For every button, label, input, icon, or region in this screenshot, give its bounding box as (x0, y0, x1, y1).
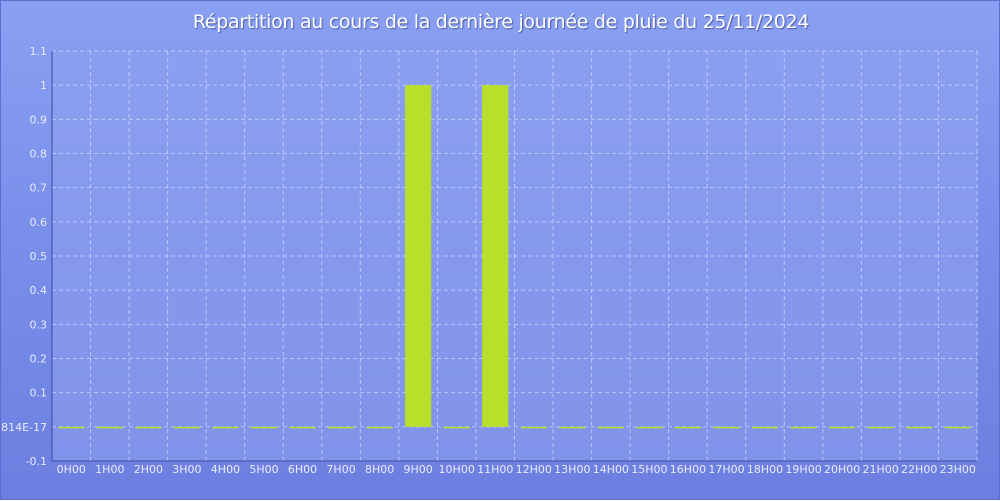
y-tick-label: 1.1 (30, 45, 48, 58)
bar (674, 426, 702, 429)
y-tick-label: 1.3877787807814E-17 (1, 421, 47, 434)
bar (327, 426, 355, 429)
bar (597, 426, 624, 429)
x-tick-label: 0H00 (57, 463, 86, 476)
x-tick-label: 9H00 (404, 463, 433, 476)
y-tick-label: 0.1 (30, 387, 48, 400)
bar (289, 426, 316, 429)
y-tick-label: 0.9 (30, 113, 48, 126)
x-tick-label: 17H00 (708, 463, 744, 476)
bar (482, 85, 509, 427)
x-tick-label: 22H00 (901, 463, 937, 476)
bar (790, 426, 817, 429)
y-tick-label: 0.5 (30, 250, 48, 263)
y-tick-label: 0.7 (30, 182, 48, 195)
x-tick-label: 4H00 (211, 463, 240, 476)
x-tick-label: 21H00 (863, 463, 899, 476)
bar (135, 426, 162, 429)
bar (944, 426, 971, 429)
x-tick-label: 15H00 (631, 463, 667, 476)
bar (559, 426, 586, 429)
x-tick-label: 1H00 (95, 463, 124, 476)
x-tick-label: 12H00 (516, 463, 552, 476)
x-tick-label: 3H00 (172, 463, 201, 476)
bar (58, 426, 85, 429)
x-tick-label: 23H00 (940, 463, 976, 476)
x-tick-label: 20H00 (824, 463, 860, 476)
x-tick-label: 19H00 (785, 463, 821, 476)
y-tick-label: 0.2 (30, 353, 48, 366)
x-tick-label: 7H00 (326, 463, 355, 476)
y-tick-label: 0.6 (30, 216, 48, 229)
bar (906, 426, 933, 429)
bar (520, 426, 547, 429)
x-tick-label: 14H00 (593, 463, 629, 476)
bar (751, 426, 779, 429)
bar (713, 426, 740, 429)
x-tick-label: 13H00 (554, 463, 590, 476)
x-tick-label: 5H00 (249, 463, 278, 476)
x-tick-label: 10H00 (439, 463, 475, 476)
y-tick-label: 0.4 (30, 284, 48, 297)
x-tick-label: 6H00 (288, 463, 317, 476)
x-tick-label: 11H00 (477, 463, 513, 476)
y-tick-label: 0.3 (30, 318, 48, 331)
bar (405, 85, 432, 427)
y-tick-label: 0.8 (30, 148, 48, 161)
bar (366, 426, 393, 429)
chart-title: Répartition au cours de la dernière jour… (192, 11, 810, 33)
x-tick-label: 18H00 (747, 463, 783, 476)
bar (250, 426, 278, 429)
bar (212, 426, 239, 429)
x-tick-label: 16H00 (670, 463, 706, 476)
bar (443, 426, 470, 429)
x-tick-label: 8H00 (365, 463, 394, 476)
x-tick-label: 2H00 (134, 463, 163, 476)
bar (867, 426, 894, 429)
bar (636, 426, 663, 429)
bar (173, 426, 200, 429)
bar (96, 426, 123, 429)
y-tick-label: -0.1 (26, 455, 47, 468)
bar (829, 426, 856, 429)
y-tick-label: 1 (40, 79, 47, 92)
